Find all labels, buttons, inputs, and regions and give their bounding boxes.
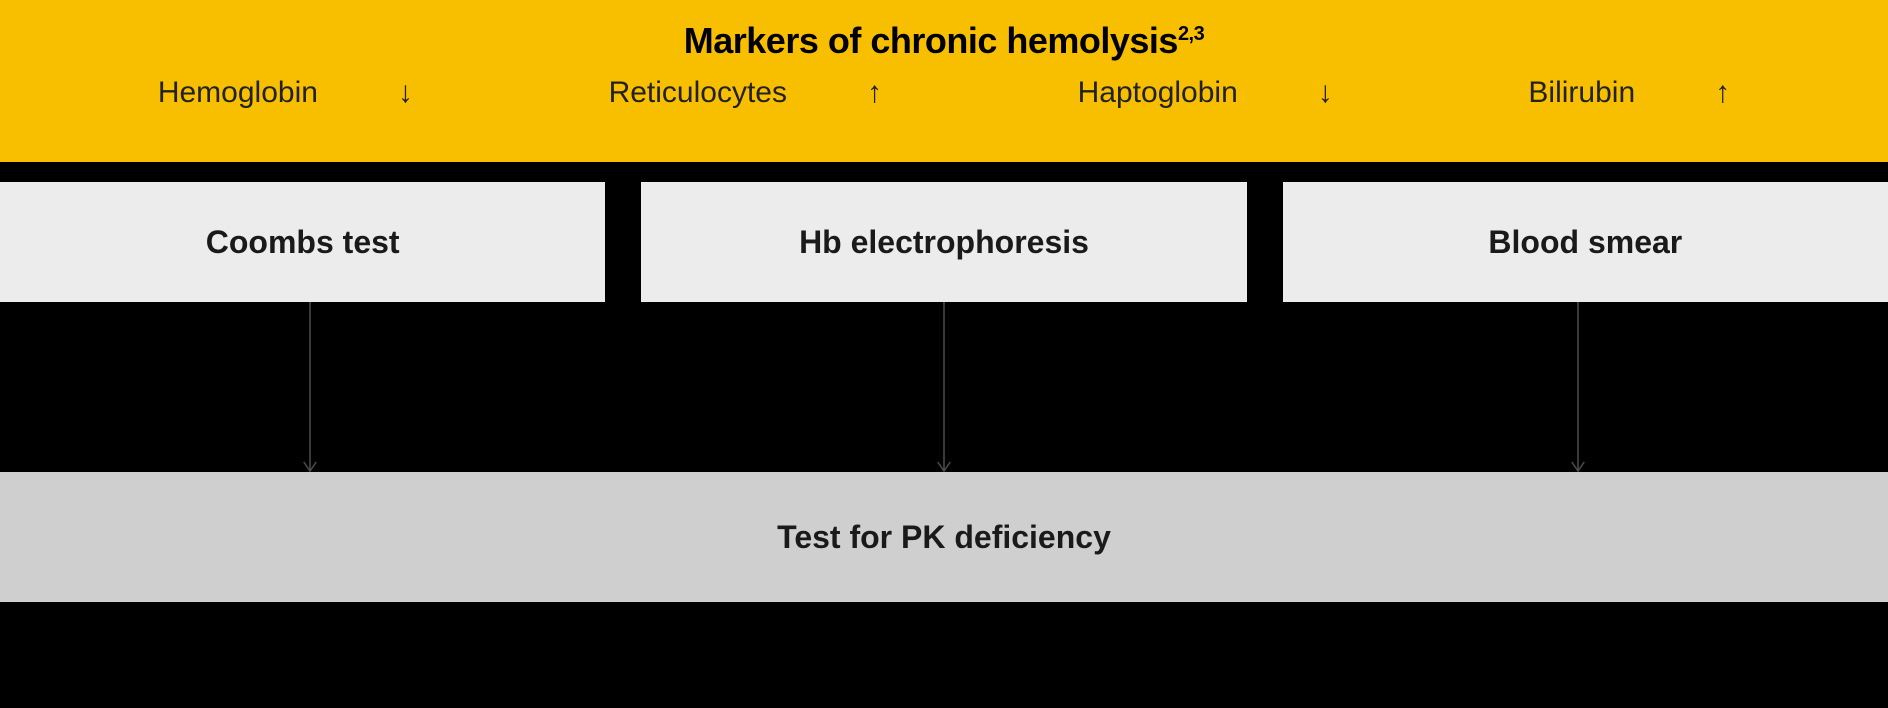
marker-label: Hemoglobin: [158, 76, 318, 110]
header-title-text: Markers of chronic hemolysis: [684, 20, 1178, 61]
test-label: Blood smear: [1488, 224, 1682, 261]
test-label: Coombs test: [206, 224, 400, 261]
marker-item: Haptoglobin ↓: [1078, 76, 1333, 110]
tests-row: Coombs test Hb electrophoresis Blood smear: [0, 182, 1888, 302]
marker-item: Reticulocytes ↑: [609, 76, 882, 110]
marker-label: Bilirubin: [1528, 76, 1635, 110]
header-title-sup: 2,3: [1178, 23, 1204, 45]
markers-row: Hemoglobin ↓ Reticulocytes ↑ Haptoglobin ↓ Bil…: [0, 62, 1888, 138]
down-arrow-icon: [301, 302, 319, 472]
test-box: Hb electrophoresis: [641, 182, 1246, 302]
up-arrow-icon: ↑: [1715, 76, 1730, 110]
test-label: Hb electrophoresis: [799, 224, 1089, 261]
header-title: Markers of chronic hemolysis2,3: [0, 20, 1888, 62]
marker-item: Bilirubin ↑: [1528, 76, 1730, 110]
marker-label: Reticulocytes: [609, 76, 787, 110]
test-box: Blood smear: [1283, 182, 1888, 302]
down-arrow-icon: [935, 302, 953, 472]
header-banner: Markers of chronic hemolysis2,3 Hemoglob…: [0, 0, 1888, 162]
down-arrow-icon: ↓: [398, 76, 413, 110]
connector-arrow: [301, 302, 319, 472]
connector-arrow: [1569, 302, 1587, 472]
up-arrow-icon: ↑: [867, 76, 882, 110]
connector-arrow: [935, 302, 953, 472]
marker-item: Hemoglobin ↓: [158, 76, 413, 110]
result-box: Test for PK deficiency: [0, 472, 1888, 602]
result-label: Test for PK deficiency: [777, 519, 1111, 556]
connectors-region: [0, 302, 1888, 472]
test-box: Coombs test: [0, 182, 605, 302]
down-arrow-icon: ↓: [1318, 76, 1333, 110]
marker-label: Haptoglobin: [1078, 76, 1238, 110]
down-arrow-icon: [1569, 302, 1587, 472]
